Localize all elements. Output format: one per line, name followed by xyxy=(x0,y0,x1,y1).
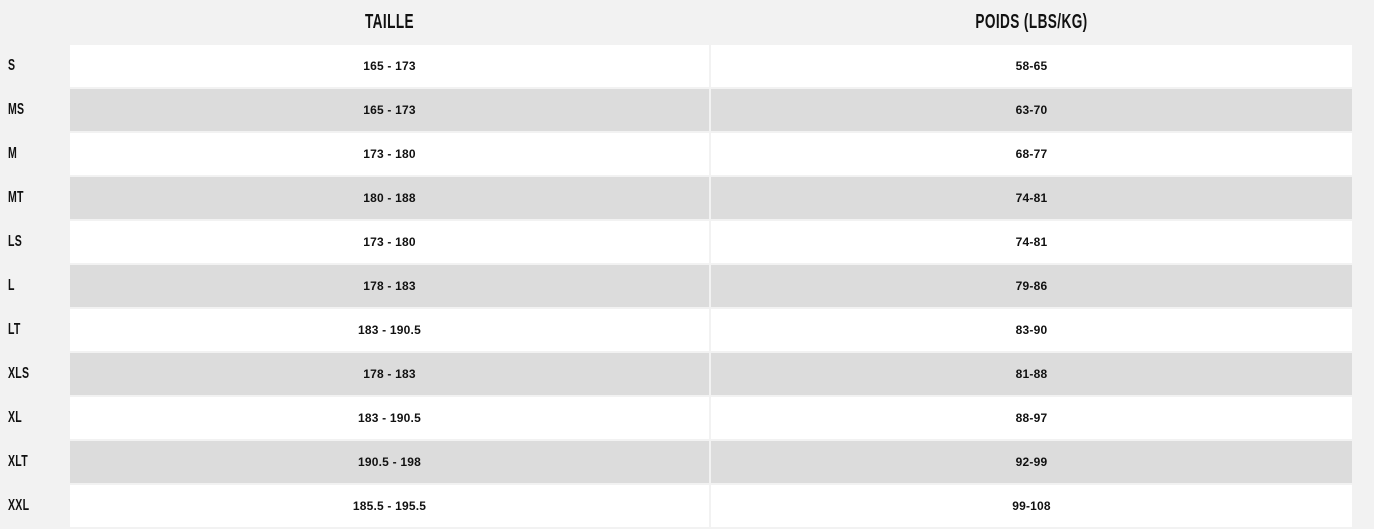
cell-poids: 83-90 xyxy=(711,309,1352,351)
cell-taille: 185.5 - 195.5 xyxy=(70,485,709,527)
row-size-label: M xyxy=(0,133,70,175)
row-size-label-text: M xyxy=(8,145,18,162)
cell-poids: 79-86 xyxy=(711,265,1352,307)
table-row: M 173 - 180 68-77 xyxy=(0,133,1374,175)
cell-taille: 173 - 180 xyxy=(70,221,709,263)
row-size-label-text: MT xyxy=(8,189,24,206)
cell-poids: 63-70 xyxy=(711,89,1352,131)
table-row: LT 183 - 190.5 83-90 xyxy=(0,309,1374,351)
table-row: XL 183 - 190.5 88-97 xyxy=(0,397,1374,439)
cell-poids: 99-108 xyxy=(711,485,1352,527)
cell-taille: 178 - 183 xyxy=(70,353,709,395)
table-row: XLT 190.5 - 198 92-99 xyxy=(0,441,1374,483)
cell-poids: 74-81 xyxy=(711,177,1352,219)
row-size-label: LT xyxy=(0,309,70,351)
cell-poids: 74-81 xyxy=(711,221,1352,263)
row-size-label: LS xyxy=(0,221,70,263)
row-size-label-text: MS xyxy=(8,101,25,118)
cell-taille: 165 - 173 xyxy=(70,45,709,87)
row-size-label-text: LS xyxy=(8,233,23,250)
table-header-row: TAILLE POIDS (LBS/KG) xyxy=(0,0,1374,45)
cell-poids: 92-99 xyxy=(711,441,1352,483)
row-size-label: XXL xyxy=(0,485,70,527)
cell-taille: 165 - 173 xyxy=(70,89,709,131)
table-row: LS 173 - 180 74-81 xyxy=(0,221,1374,263)
row-size-label-text: S xyxy=(8,57,16,74)
row-size-label: S xyxy=(0,45,70,87)
cell-taille: 190.5 - 198 xyxy=(70,441,709,483)
table-row: MT 180 - 188 74-81 xyxy=(0,177,1374,219)
table-body: S 165 - 173 58-65 MS 165 - 173 63-70 M 173 - 18… xyxy=(0,45,1374,529)
cell-taille: 183 - 190.5 xyxy=(70,397,709,439)
table-row: L 178 - 183 79-86 xyxy=(0,265,1374,307)
cell-taille: 183 - 190.5 xyxy=(70,309,709,351)
row-size-label-text: L xyxy=(8,277,15,294)
table-row: XXL 185.5 - 195.5 99-108 xyxy=(0,485,1374,527)
row-size-label: MS xyxy=(0,89,70,131)
row-size-label: XLT xyxy=(0,441,70,483)
cell-taille: 180 - 188 xyxy=(70,177,709,219)
row-size-label: MT xyxy=(0,177,70,219)
cell-poids: 81-88 xyxy=(711,353,1352,395)
cell-poids: 88-97 xyxy=(711,397,1352,439)
table-row: XLS 178 - 183 81-88 xyxy=(0,353,1374,395)
row-size-label-text: LT xyxy=(8,321,21,338)
row-size-label: XLS xyxy=(0,353,70,395)
row-size-label-text: XL xyxy=(8,409,23,426)
row-size-label: XL xyxy=(0,397,70,439)
cell-taille: 173 - 180 xyxy=(70,133,709,175)
row-size-label-text: XLS xyxy=(8,365,30,382)
row-size-label: L xyxy=(0,265,70,307)
row-size-label-text: XLT xyxy=(8,453,28,470)
table-row: S 165 - 173 58-65 xyxy=(0,45,1374,87)
column-header-taille: TAILLE xyxy=(364,11,415,33)
cell-poids: 68-77 xyxy=(711,133,1352,175)
table-row: MS 165 - 173 63-70 xyxy=(0,89,1374,131)
cell-poids: 58-65 xyxy=(711,45,1352,87)
cell-taille: 178 - 183 xyxy=(70,265,709,307)
row-size-label-text: XXL xyxy=(8,497,30,514)
column-header-poids: POIDS (LBS/KG) xyxy=(975,11,1088,33)
